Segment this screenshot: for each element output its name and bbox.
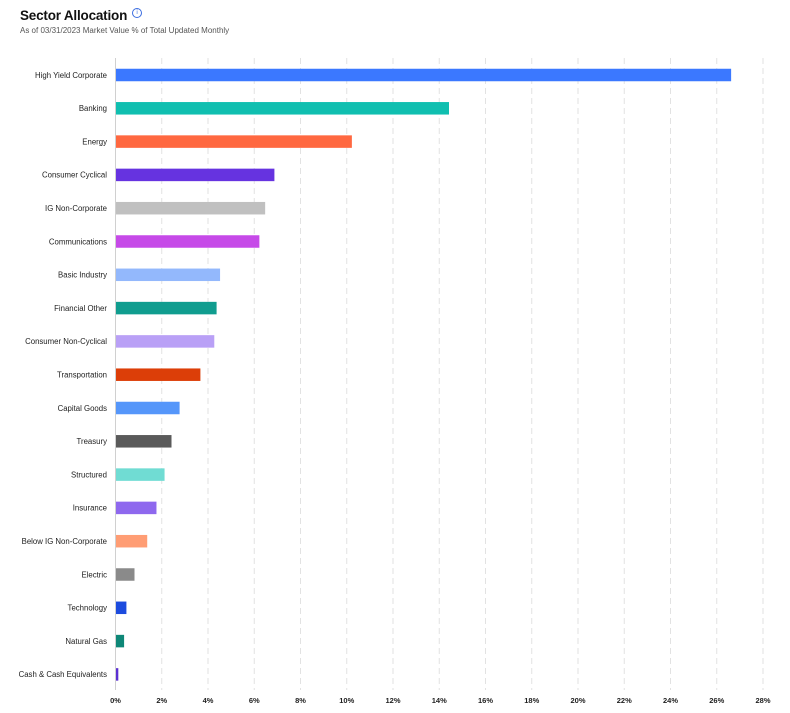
bar: [116, 668, 119, 681]
x-tick-label: 18%: [524, 696, 539, 705]
bar: [116, 601, 127, 615]
category-label: Energy: [82, 137, 107, 146]
x-tick-label: 0%: [110, 696, 121, 705]
chart-subtitle: As of 03/31/2023 Market Value % of Total…: [20, 26, 230, 35]
category-label: Treasury: [77, 437, 108, 446]
category-label: IG Non-Corporate: [45, 204, 107, 213]
bar: [116, 468, 165, 481]
category-label: Cash & Cash Equivalents: [19, 670, 108, 679]
category-label: Insurance: [73, 504, 107, 513]
bar: [116, 102, 449, 115]
category-label: Technology: [68, 604, 108, 613]
x-tick-label: 2%: [156, 696, 167, 705]
bar: [116, 401, 180, 415]
bar: [116, 568, 135, 581]
x-tick-label: 22%: [617, 696, 632, 705]
bar: [116, 68, 732, 82]
bar: [116, 534, 148, 548]
bar: [116, 368, 201, 381]
bar: [116, 335, 215, 348]
category-label: Consumer Cyclical: [42, 171, 107, 180]
bar: [116, 135, 352, 148]
category-label: Electric: [81, 570, 107, 579]
category-label: Capital Goods: [58, 404, 108, 413]
bar: [116, 501, 157, 515]
category-label: Below IG Non-Corporate: [22, 537, 107, 546]
bar: [116, 435, 172, 448]
category-label: Structured: [71, 470, 107, 479]
x-tick-label: 14%: [432, 696, 447, 705]
chart-title: Sector Allocation: [20, 8, 128, 23]
category-label: Communications: [49, 237, 107, 246]
category-label: Natural Gas: [65, 637, 107, 646]
x-tick-label: 12%: [385, 696, 400, 705]
x-tick-label: 8%: [295, 696, 306, 705]
category-label: Consumer Non-Cyclical: [25, 337, 107, 346]
category-label: Financial Other: [54, 304, 107, 313]
x-tick-label: 26%: [709, 696, 724, 705]
bar: [116, 235, 260, 248]
chart-header: Sector Allocation i As of 03/31/2023 Mar…: [20, 7, 230, 35]
category-label: Transportation: [57, 371, 107, 380]
x-tick-label: 10%: [339, 696, 354, 705]
x-tick-label: 4%: [203, 696, 214, 705]
x-tick-label: 28%: [755, 696, 770, 705]
x-tick-label: 24%: [663, 696, 678, 705]
bar: [116, 301, 217, 315]
x-tick-label: 16%: [478, 696, 493, 705]
title-row: Sector Allocation i: [20, 7, 229, 23]
x-tick-label: 6%: [249, 696, 260, 705]
bar: [116, 268, 221, 282]
x-tick-label: 20%: [570, 696, 585, 705]
bar: [116, 634, 125, 648]
category-label: Banking: [79, 104, 107, 113]
bar: [116, 201, 266, 215]
bar: [116, 168, 275, 182]
category-label: Basic Industry: [58, 271, 107, 280]
info-icon[interactable]: i: [132, 7, 143, 18]
category-label: High Yield Corporate: [35, 71, 107, 80]
